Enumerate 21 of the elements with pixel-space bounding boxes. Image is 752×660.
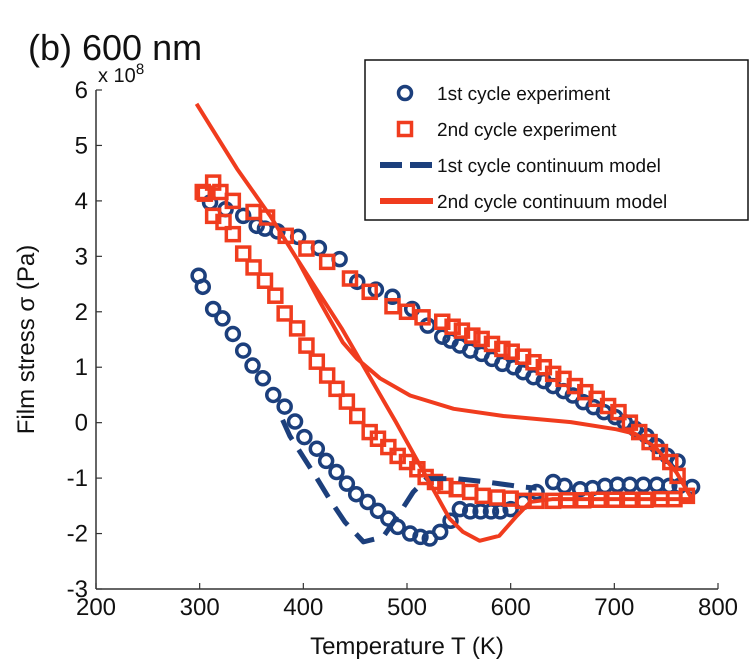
y-axis-title: Film stress σ (Pa) [13,244,40,434]
x-tick-label: 300 [180,594,220,621]
y-tick-label: 4 [74,188,88,215]
x-tick-label: 700 [594,594,634,621]
y-tick-label: -1 [66,465,88,492]
y-tick-label: 6 [74,77,88,104]
y-tick-label: 2 [74,298,88,326]
y-tick-label: 1 [74,354,88,382]
legend-label: 1st cycle experiment [437,84,611,105]
x-tick-label: 600 [490,594,531,621]
y-tick-label: -2 [66,520,88,548]
x-tick-label: 500 [386,594,428,621]
x-tick-label: 800 [698,594,738,621]
x-tick-label: 400 [283,594,324,621]
legend-label: 2nd cycle experiment [437,120,618,141]
x-axis-title: Temperature T (K) [310,633,504,660]
legend-label: 2nd cycle continuum model [437,192,668,213]
y-tick-label: 3 [74,243,88,270]
y-tick-label: 0 [74,410,88,437]
legend-label: 1st cycle continuum model [437,156,661,177]
y-tick-label: 5 [74,132,88,160]
